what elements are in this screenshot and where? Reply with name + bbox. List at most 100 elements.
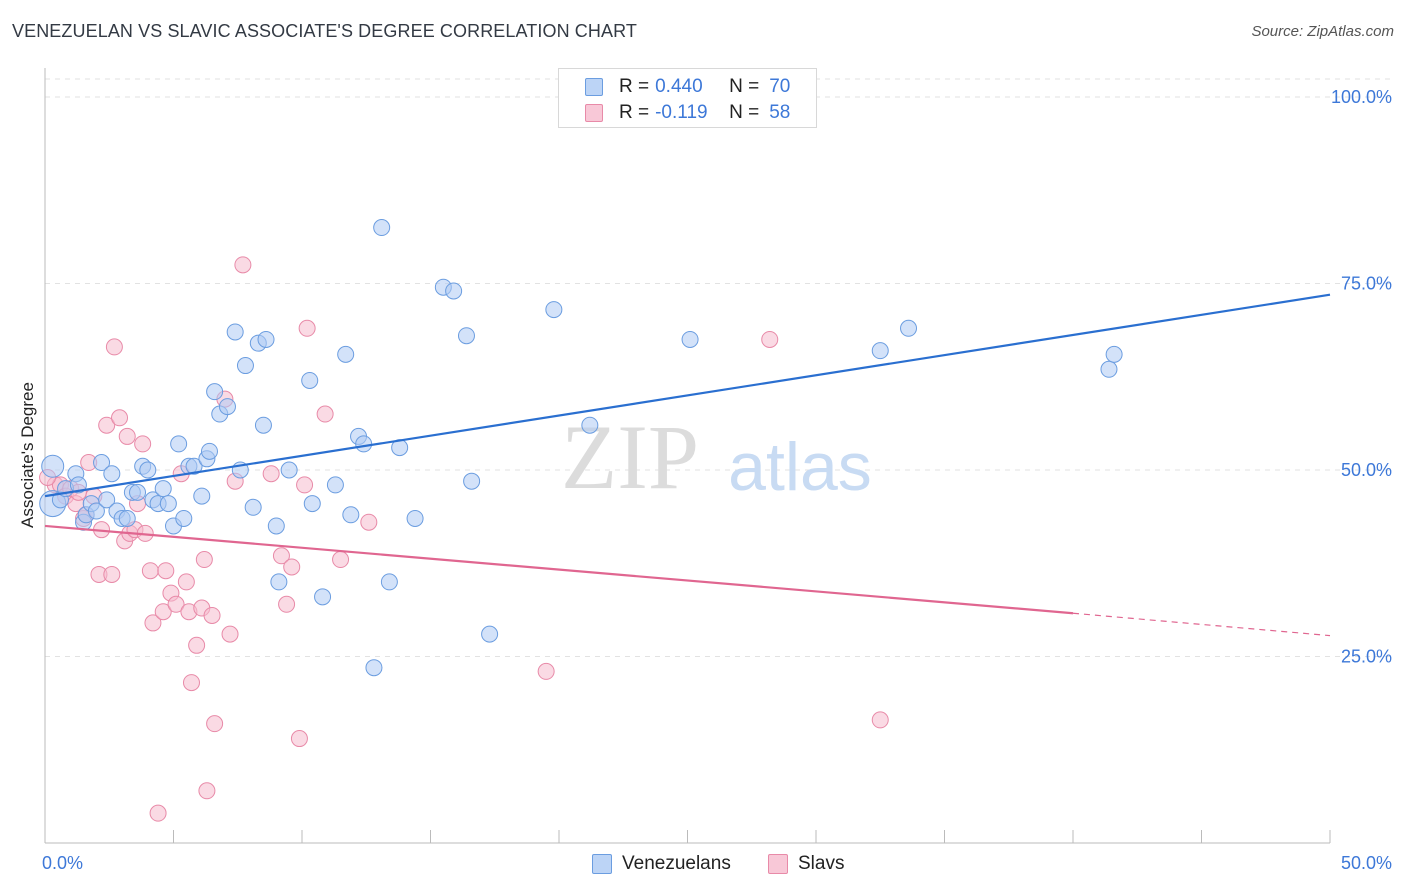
chart-title: VENEZUELAN VS SLAVIC ASSOCIATE'S DEGREE … xyxy=(12,21,637,41)
venezuelan-point xyxy=(159,495,177,513)
y-tick-label: 75.0% xyxy=(1341,274,1392,294)
venezuelan-point xyxy=(326,476,344,494)
slav-point xyxy=(283,558,301,576)
legend-row-venezuelans: R = 0.440 N = 70 xyxy=(585,75,790,99)
venezuelan-point xyxy=(206,383,224,401)
slav-point xyxy=(98,416,116,434)
slav-point xyxy=(871,711,889,729)
venezuelan-point xyxy=(457,327,475,345)
slav-point xyxy=(103,565,121,583)
venezuelan-point xyxy=(681,330,699,348)
venezuelan-point xyxy=(303,495,321,513)
x-tick-label: 0.0% xyxy=(42,853,83,873)
venezuelan-point xyxy=(87,502,105,520)
slav-point xyxy=(198,782,216,800)
venezuelan-point xyxy=(900,319,918,337)
venezuelan-point xyxy=(129,483,147,501)
venezuelan-point xyxy=(1105,345,1123,363)
slav-point xyxy=(298,319,316,337)
venezuelan-point xyxy=(200,442,218,460)
slav-point xyxy=(278,595,296,613)
slav-point xyxy=(262,465,280,483)
venezuelan-point xyxy=(871,342,889,360)
venezuelan-point xyxy=(280,461,298,479)
slav-point xyxy=(203,606,221,624)
slav-trend-line xyxy=(44,524,1074,615)
slav-point xyxy=(195,551,213,569)
tick-labels: 100.0% 75.0% 50.0% 25.0% 0.0% 50.0% xyxy=(42,87,1392,873)
slav-point xyxy=(118,427,136,445)
venezuelan-point xyxy=(355,435,373,453)
watermark-atlas: atlas xyxy=(728,429,872,505)
legend-r-label: R = xyxy=(619,76,650,97)
slav-point xyxy=(290,730,308,748)
legend-n-value: 58 xyxy=(769,102,791,123)
slav-point xyxy=(105,338,123,356)
y-axis-label: Associate's Degree xyxy=(18,382,37,528)
slav-point xyxy=(761,330,779,348)
venezuelan-point xyxy=(118,509,136,527)
venezuelan-point xyxy=(175,509,193,527)
correlation-legend: R = 0.440 N = 70 R = -0.119 N = 58 xyxy=(558,68,817,128)
venezuelan-point xyxy=(270,573,288,591)
venezuelan-point xyxy=(463,472,481,490)
bottom-legend-venezuelans: Venezuelans xyxy=(592,852,731,876)
legend-n-label: N = xyxy=(729,102,760,123)
venezuelan-point xyxy=(170,435,188,453)
legend-r-value: -0.119 xyxy=(655,102,708,123)
slav-point xyxy=(111,409,129,427)
slav-point xyxy=(537,662,555,680)
legend-n-value: 70 xyxy=(769,76,791,97)
slav-point xyxy=(272,547,290,565)
bottom-legend-label-slavs: Slavs xyxy=(798,853,845,874)
legend-r-value: 0.440 xyxy=(655,76,703,97)
slav-point xyxy=(177,573,195,591)
y-tick-label: 50.0% xyxy=(1341,460,1392,480)
legend-swatch-slavs xyxy=(585,104,603,122)
axes xyxy=(44,68,1331,844)
slav-point xyxy=(157,562,175,580)
bottom-legend-label-venezuelans: Venezuelans xyxy=(622,853,731,874)
bottom-legend-swatch-slavs xyxy=(768,854,788,874)
venezuelan-point xyxy=(226,323,244,341)
venezuelan-point xyxy=(314,588,332,606)
slav-point xyxy=(206,715,224,733)
venezuelan-point xyxy=(193,487,211,505)
venezuelan-point xyxy=(103,465,121,483)
slav-point xyxy=(144,614,162,632)
venezuelan-point xyxy=(481,625,499,643)
legend-swatch-venezuelans xyxy=(585,78,603,96)
venezuelan-point xyxy=(406,509,424,527)
slav-point xyxy=(154,603,172,621)
venezuelan-point xyxy=(185,457,203,475)
slav-point xyxy=(134,435,152,453)
venezuelan-point xyxy=(1100,360,1118,378)
trend-lines xyxy=(44,293,1331,637)
watermark: ZIP atlas xyxy=(561,406,872,508)
slav-point xyxy=(167,595,185,613)
venezuelan-point xyxy=(445,282,463,300)
venezuelan-point xyxy=(254,416,272,434)
legend-row-slavs: R = -0.119 N = 58 xyxy=(585,101,790,125)
slav-trend-line-extension xyxy=(1072,612,1331,637)
venezuelan-point xyxy=(244,498,262,516)
venezuelan-point xyxy=(98,491,116,509)
legend-r-label: R = xyxy=(619,102,650,123)
slav-point xyxy=(332,551,350,569)
source-credit: Source: ZipAtlas.com xyxy=(1251,23,1394,40)
slav-point xyxy=(234,256,252,274)
y-tick-label: 100.0% xyxy=(1331,87,1392,107)
legend-n-label: N = xyxy=(729,76,760,97)
slav-point xyxy=(316,405,334,423)
venezuelan-point xyxy=(365,659,383,677)
bottom-legend-swatch-venezuelans xyxy=(592,854,612,874)
slav-point xyxy=(221,625,239,643)
slav-point xyxy=(149,804,167,822)
venezuelan-point xyxy=(93,454,111,472)
venezuelan-point xyxy=(373,219,391,237)
slav-point xyxy=(296,476,314,494)
venezuelan-point xyxy=(301,371,319,389)
venezuelan-point xyxy=(139,461,157,479)
venezuelan-point xyxy=(581,416,599,434)
